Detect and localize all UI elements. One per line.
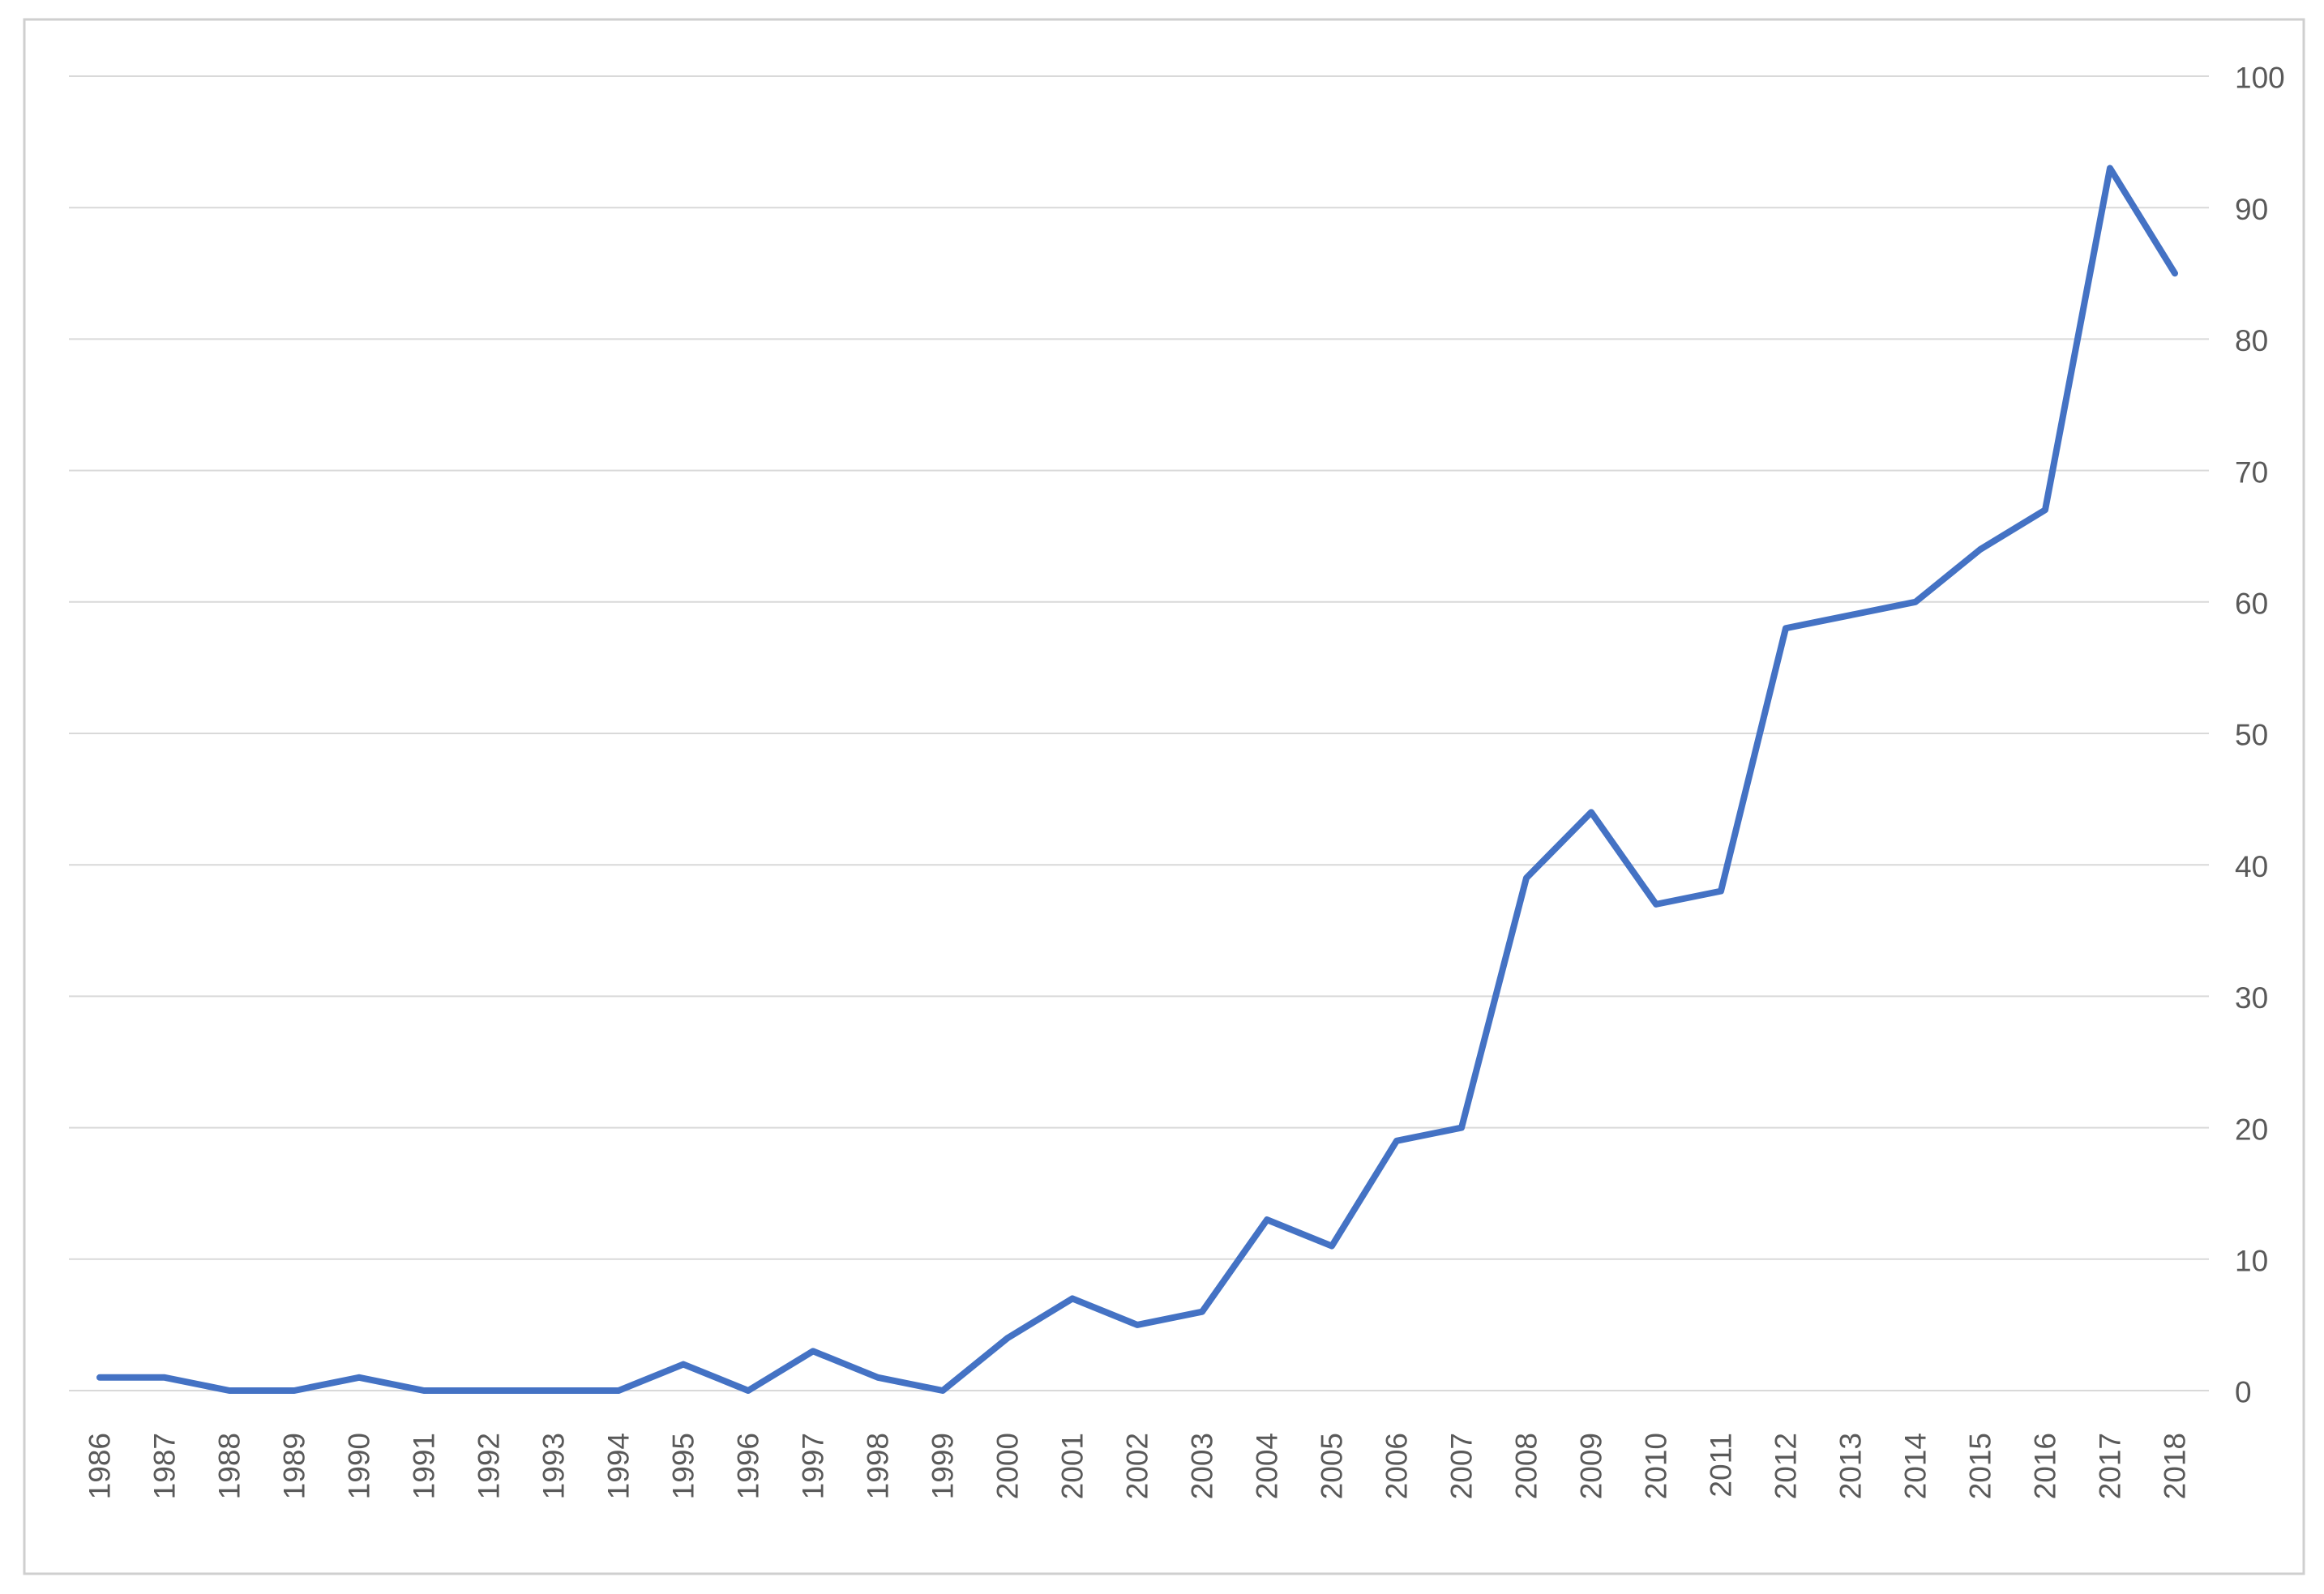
x-axis-label: 2004: [1251, 1433, 1284, 1499]
x-axis-label: 2013: [1834, 1433, 1868, 1499]
x-axis-label: 1987: [148, 1433, 182, 1499]
x-axis-label: 2014: [1899, 1433, 1932, 1499]
x-axis-label: 2010: [1640, 1433, 1673, 1499]
y-axis-label: 50: [2235, 719, 2268, 752]
x-axis-label: 2006: [1380, 1433, 1414, 1499]
x-axis-label: 2016: [2029, 1433, 2062, 1499]
y-axis-label: 90: [2235, 193, 2268, 226]
x-axis-label: 2000: [991, 1433, 1025, 1499]
y-axis-label: 30: [2235, 981, 2268, 1015]
y-axis-label: 80: [2235, 324, 2268, 357]
x-axis-label: 1988: [213, 1433, 246, 1499]
y-axis-label: 20: [2235, 1113, 2268, 1146]
y-axis-label: 0: [2235, 1376, 2252, 1409]
y-axis-label: 40: [2235, 850, 2268, 883]
x-axis-label: 1997: [797, 1433, 830, 1499]
x-axis-label: 2005: [1316, 1433, 1349, 1499]
x-axis-label: 2007: [1445, 1433, 1479, 1499]
y-axis-label: 60: [2235, 588, 2268, 621]
x-axis-label: 1995: [667, 1433, 700, 1499]
y-axis-label: 10: [2235, 1245, 2268, 1278]
y-axis-label: 100: [2235, 62, 2285, 95]
x-axis-label: 1996: [732, 1433, 765, 1499]
x-axis-label: 2002: [1121, 1433, 1154, 1499]
x-axis-label: 2009: [1575, 1433, 1608, 1499]
x-axis-label: 2018: [2159, 1433, 2192, 1499]
x-axis-label: 1999: [927, 1433, 960, 1499]
x-axis-label: 2011: [1705, 1433, 1738, 1498]
y-axis-label: 70: [2235, 455, 2268, 489]
x-axis-label: 2001: [1056, 1433, 1089, 1499]
x-axis-label: 2003: [1186, 1433, 1219, 1499]
x-axis-label: 2012: [1770, 1433, 1803, 1499]
x-axis-label: 1993: [537, 1433, 571, 1499]
x-axis-label: 1989: [278, 1433, 311, 1499]
x-axis-label: 1992: [473, 1433, 506, 1499]
x-axis-label: 2017: [2094, 1433, 2127, 1499]
x-axis-label: 1990: [343, 1433, 376, 1499]
x-axis-label: 1991: [408, 1433, 441, 1499]
x-axis-label: 2015: [1964, 1433, 1997, 1499]
data-line: [96, 165, 2178, 1394]
x-axis-label: 1994: [602, 1433, 636, 1499]
chart-border: [23, 18, 2305, 1575]
x-axis-label: 2008: [1510, 1433, 1543, 1499]
x-axis-label: 1998: [862, 1433, 895, 1499]
x-axis-label: 1986: [83, 1433, 117, 1499]
